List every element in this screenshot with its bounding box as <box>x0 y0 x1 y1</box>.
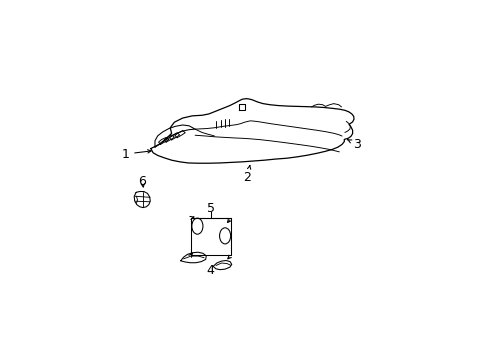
Text: 6: 6 <box>138 175 146 188</box>
Text: 3: 3 <box>347 138 360 151</box>
Text: 5: 5 <box>206 202 215 215</box>
Text: 1: 1 <box>121 148 151 161</box>
Text: 2: 2 <box>243 166 251 184</box>
Text: 4: 4 <box>206 264 214 277</box>
